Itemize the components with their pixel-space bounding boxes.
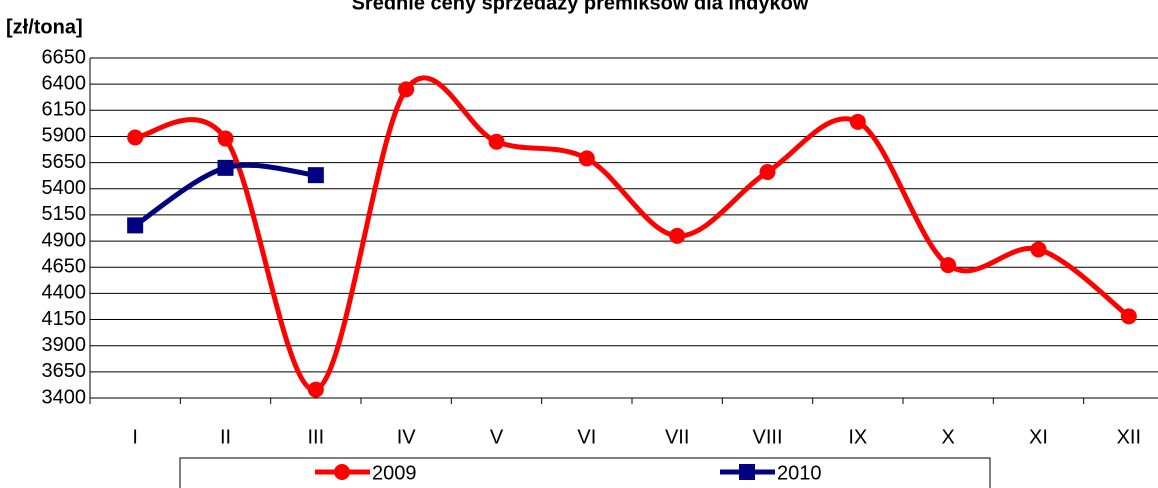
y-tick-label: 3650 [42,360,87,382]
data-point [578,150,595,167]
x-tick-label: X [941,426,954,448]
data-point [217,130,234,147]
data-point [1030,241,1047,258]
data-point [307,167,324,184]
legend-marker [334,464,350,480]
y-tick-label: 4900 [42,229,87,251]
data-point [488,133,505,150]
data-point [669,227,686,244]
line [134,75,1131,393]
x-tick-label: XII [1117,426,1141,448]
y-tick-label: 4400 [42,282,87,304]
data-point [940,257,957,274]
x-tick-label: VI [577,426,596,448]
y-tick-label: 5400 [42,177,87,199]
x-tick-label: XI [1029,426,1048,448]
data-point [398,81,415,98]
data-point [759,164,776,181]
x-tick-label: III [307,426,324,448]
y-tick-label: 4150 [42,308,87,330]
x-tick-label: IX [848,426,867,448]
data-point [127,217,144,234]
x-tick-label: V [490,426,504,448]
legend-box [179,457,991,488]
y-tick-label: 5900 [42,125,87,147]
legend-label: 2009 [372,462,417,484]
y-tick-label: 6150 [42,99,87,121]
y-axis-label: [zł/tona] [6,16,83,38]
chart-title: Średnie ceny sprzedaży premiksów dla ind… [352,0,809,14]
y-tick-label: 5650 [42,151,87,173]
data-point [849,113,866,130]
y-tick-label: 6650 [42,46,87,68]
data-point [127,129,144,146]
y-tick-label: 3400 [42,386,87,408]
x-tick-label: II [220,426,231,448]
x-tick-label: VIII [752,426,782,448]
x-tick-label: VII [665,426,689,448]
data-point [1120,308,1137,325]
legend-marker [739,464,755,480]
x-tick-label: IV [397,426,417,448]
y-tick-label: 5150 [42,203,87,225]
data-point [217,159,234,176]
y-tick-label: 3900 [42,334,87,356]
x-tick-label: I [132,426,138,448]
legend-label: 2010 [777,462,822,484]
y-tick-label: 4650 [42,256,87,278]
y-tick-label: 6400 [42,72,87,94]
data-point [307,381,324,398]
